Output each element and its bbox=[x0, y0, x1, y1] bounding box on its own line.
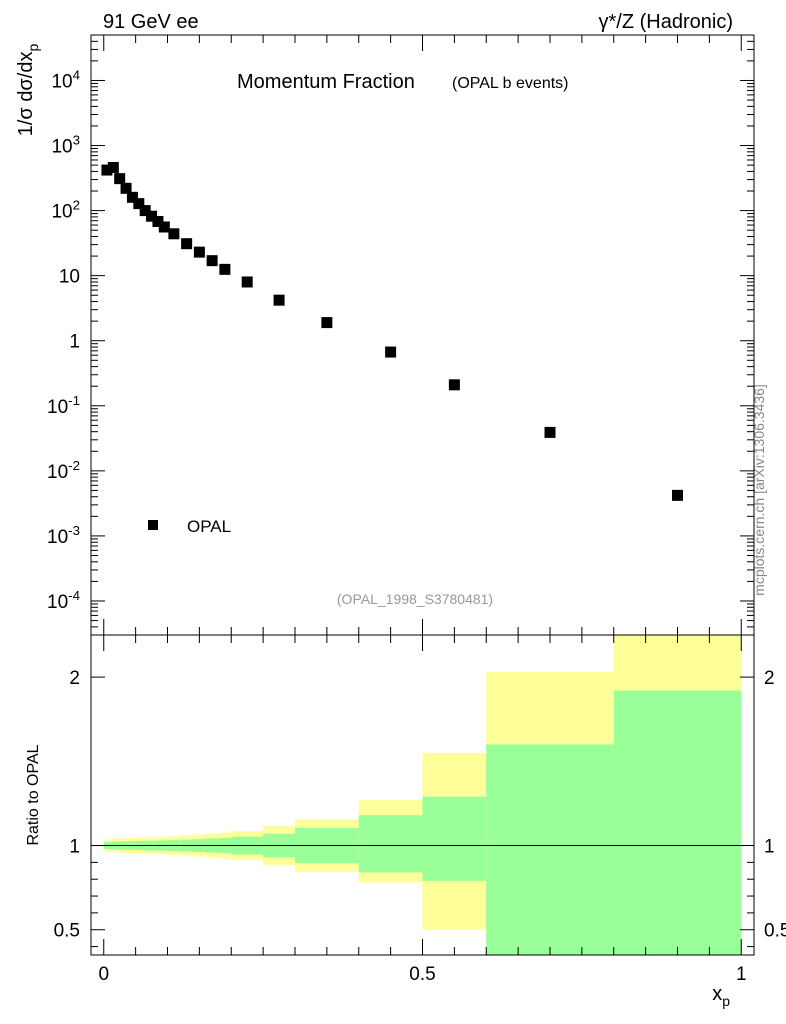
data-point bbox=[206, 255, 218, 267]
ratio-y-tick-label: 1 bbox=[69, 837, 80, 858]
y-axis-label-ratio: Ratio to OPAL bbox=[25, 744, 42, 845]
ratio-y-tick-label: 2 bbox=[69, 668, 80, 689]
data-point bbox=[120, 182, 132, 194]
header-right: γ*/Z (Hadronic) bbox=[599, 11, 733, 33]
data-point bbox=[672, 489, 683, 501]
data-point bbox=[385, 346, 397, 358]
ratio-y-tick-label-right: 2 bbox=[764, 668, 775, 689]
data-point bbox=[241, 276, 253, 288]
ratio-band-stat bbox=[358, 815, 423, 873]
data-point bbox=[152, 216, 164, 228]
y-tick-label: 102 bbox=[51, 198, 80, 223]
data-point bbox=[107, 161, 119, 173]
y-tick-label: 10-3 bbox=[47, 523, 80, 548]
legend-label: OPAL bbox=[187, 517, 231, 536]
data-point bbox=[158, 221, 170, 233]
data-point bbox=[101, 164, 113, 176]
x-tick-label: 0 bbox=[98, 964, 109, 985]
y-tick-label: 10-2 bbox=[47, 458, 80, 483]
x-tick-label: 1 bbox=[736, 964, 747, 985]
data-point bbox=[193, 246, 205, 258]
data-point bbox=[133, 198, 145, 210]
side-label: mcplots.cern.ch [arXiv:1306.3436] bbox=[751, 384, 767, 596]
y-tick-label: 104 bbox=[51, 67, 80, 92]
data-point bbox=[168, 228, 180, 240]
y-tick-label: 1 bbox=[69, 332, 80, 353]
y-tick-label: 10-1 bbox=[47, 393, 80, 418]
y-tick-label: 10-4 bbox=[47, 588, 80, 613]
ratio-frame bbox=[90, 634, 755, 956]
data-point bbox=[114, 173, 126, 185]
watermark: (OPAL_1998_S3780481) bbox=[337, 591, 493, 607]
data-point bbox=[219, 263, 231, 275]
ratio-plot: 0 0.5 1 0.5 0.5 1 1 2 2 xp bbox=[54, 634, 786, 1009]
main-plot: Momentum Fraction (OPAL b events) (OPAL_… bbox=[47, 34, 755, 636]
y-axis-label-main: 1/σ dσ/dxp bbox=[15, 44, 41, 137]
data-point bbox=[321, 317, 333, 329]
data-point bbox=[544, 426, 556, 438]
data-point bbox=[273, 294, 285, 306]
data-point bbox=[126, 191, 138, 203]
ratio-band-stat bbox=[486, 744, 614, 955]
main-frame bbox=[90, 34, 755, 636]
y-tick-label: 10 bbox=[59, 267, 80, 288]
ratio-y-tick-label-right: 0.5 bbox=[764, 921, 786, 942]
ratio-band-stat bbox=[613, 690, 742, 955]
legend-marker bbox=[148, 520, 158, 530]
data-point bbox=[146, 210, 158, 222]
data-point bbox=[139, 205, 151, 217]
chart-title: Momentum Fraction bbox=[237, 71, 415, 93]
chart-subtitle: (OPAL b events) bbox=[452, 75, 569, 92]
x-axis-label: xp bbox=[712, 983, 730, 1009]
ratio-y-tick-label: 0.5 bbox=[54, 921, 80, 942]
header-left: 91 GeV ee bbox=[103, 11, 199, 33]
ratio-band-stat bbox=[422, 796, 487, 881]
y-tick-label: 103 bbox=[51, 133, 80, 158]
legend: OPAL bbox=[148, 517, 231, 536]
ratio-y-tick-label-right: 1 bbox=[764, 837, 775, 858]
data-point bbox=[181, 238, 193, 250]
x-tick-label: 0.5 bbox=[409, 964, 435, 985]
data-point bbox=[448, 379, 460, 391]
